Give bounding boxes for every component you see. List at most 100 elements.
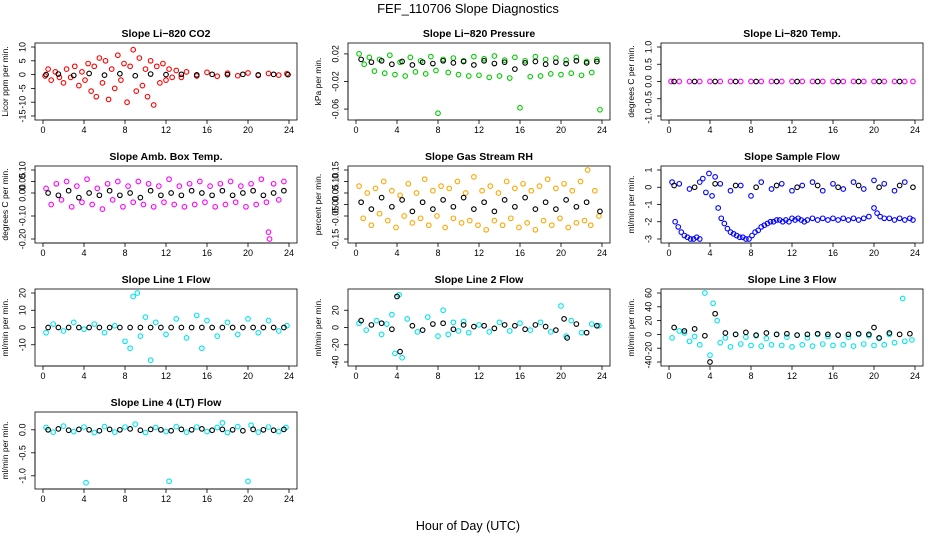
data-point — [88, 88, 95, 95]
y-tick-label: 40 — [643, 302, 653, 312]
data-point — [737, 182, 744, 189]
data-point — [784, 330, 790, 337]
y-axis-label: percent per min. — [313, 174, 323, 235]
data-point — [43, 329, 49, 336]
data-point — [65, 187, 72, 194]
data-point — [142, 314, 149, 321]
y-tick-label: 1.0 — [643, 41, 653, 54]
data-point — [465, 329, 472, 336]
x-tick-label: 0 — [40, 371, 45, 381]
data-point — [405, 180, 412, 187]
x-tick-label: 0 — [40, 248, 45, 258]
data-point — [209, 192, 215, 199]
data-point — [255, 429, 262, 435]
data-point — [83, 479, 89, 486]
data-point — [147, 357, 154, 364]
data-point — [899, 295, 906, 302]
data-point — [487, 183, 494, 189]
data-point — [465, 73, 472, 79]
y-tick-label: -0.10 — [17, 206, 27, 227]
panel-title: Slope Line 2 Flow — [435, 274, 525, 286]
x-tick-label: 20 — [869, 248, 879, 258]
data-point — [455, 328, 462, 334]
data-point — [53, 180, 60, 187]
x-tick-label: 8 — [748, 371, 753, 381]
data-point — [512, 66, 518, 72]
data-point — [196, 178, 203, 185]
data-point — [763, 330, 770, 336]
data-point — [491, 53, 498, 59]
x-tick-label: 24 — [597, 125, 607, 135]
data-point — [94, 185, 101, 192]
data-point — [830, 342, 836, 349]
data-point — [245, 70, 251, 76]
data-point — [427, 53, 434, 60]
data-point — [147, 71, 154, 77]
data-point — [99, 206, 106, 212]
data-point — [127, 345, 133, 352]
data-point — [79, 68, 85, 75]
data-point — [240, 427, 246, 434]
data-point — [214, 424, 221, 431]
data-point — [173, 316, 180, 322]
x-tick-label: 16 — [202, 248, 212, 258]
data-point — [860, 215, 867, 222]
data-point — [860, 341, 867, 347]
x-tick-label: 20 — [556, 125, 566, 135]
series-pressure — [356, 51, 603, 117]
data-point — [258, 176, 265, 183]
data-point — [450, 55, 457, 61]
data-point — [56, 74, 63, 81]
data-point — [440, 197, 446, 203]
data-point — [686, 186, 693, 192]
data-point — [127, 324, 133, 331]
figure-xlabel: Hour of Day (UTC) — [416, 519, 520, 533]
panel-title: Slope Li−820 CO2 — [122, 28, 211, 40]
x-tick-label: 20 — [243, 248, 253, 258]
x-tick-label: 12 — [787, 248, 797, 258]
data-point — [281, 187, 287, 194]
data-point — [910, 184, 916, 191]
data-point — [850, 78, 857, 85]
data-point — [517, 104, 523, 111]
data-point — [265, 70, 272, 77]
data-point — [96, 192, 103, 199]
panels: Slope Li−820 CO2 Licor ppm per min. 0 4 8 12 1… — [0, 28, 924, 504]
data-point — [245, 478, 251, 485]
data-point — [140, 201, 147, 208]
data-point — [358, 199, 364, 206]
data-point — [714, 317, 721, 324]
data-point — [709, 193, 715, 199]
y-axis-label: kPa per min. — [313, 58, 323, 106]
data-point — [191, 201, 198, 208]
x-tick-label: 12 — [474, 125, 484, 135]
data-point — [835, 217, 841, 223]
data-point — [501, 197, 508, 203]
data-point — [281, 324, 287, 331]
data-point — [755, 227, 762, 234]
panel-6: Slope Sample Flow ml/min per min. 0 4 8 12 16 2… — [626, 151, 924, 258]
data-point — [132, 72, 139, 79]
data-point — [399, 197, 405, 203]
data-point — [707, 78, 713, 85]
x-tick-label: 8 — [435, 248, 440, 258]
data-point — [70, 428, 77, 435]
data-point — [778, 78, 785, 85]
data-point — [537, 319, 544, 326]
data-point — [835, 332, 841, 338]
x-tick-label: 4 — [707, 371, 712, 381]
data-point — [547, 328, 554, 335]
data-point — [117, 70, 123, 77]
y-tick-label: -10 — [17, 96, 27, 109]
data-point — [896, 182, 903, 189]
data-point — [910, 217, 916, 223]
x-tick-label: 12 — [474, 248, 484, 258]
data-point — [712, 310, 718, 317]
data-point — [106, 426, 113, 433]
x-tick-label: 16 — [828, 371, 838, 381]
data-point — [158, 192, 164, 199]
data-point — [442, 224, 449, 231]
data-point — [152, 319, 159, 326]
data-point — [558, 71, 564, 78]
data-point — [702, 290, 708, 296]
